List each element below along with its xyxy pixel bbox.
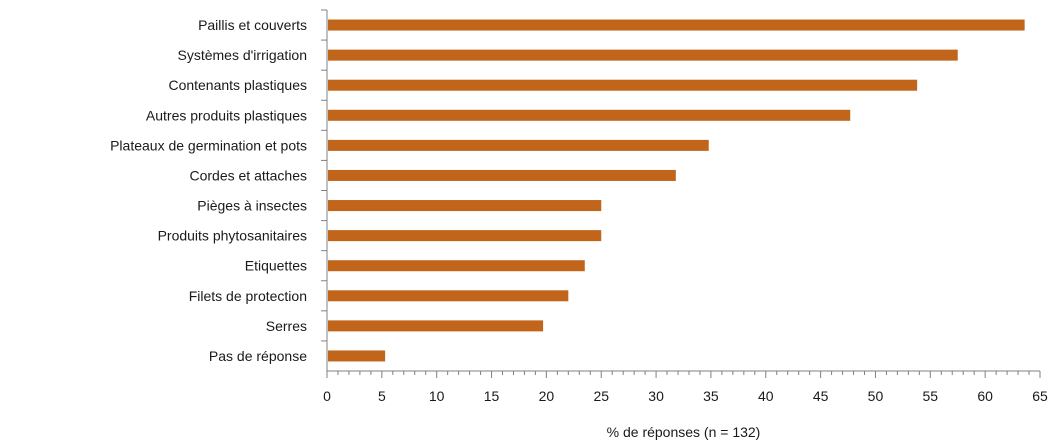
x-tick-label: 45	[813, 388, 829, 404]
bar	[328, 320, 544, 332]
bar	[328, 139, 709, 151]
category-label: Autres produits plastiques	[146, 107, 307, 123]
x-tick-label: 5	[378, 388, 386, 404]
x-axis-title: % de réponses (n = 132)	[607, 424, 761, 440]
bar	[328, 79, 918, 91]
category-label: Plateaux de germination et pots	[110, 137, 307, 153]
x-tick-label: 60	[977, 388, 993, 404]
category-label: Cordes et attaches	[189, 167, 307, 183]
x-tick-label: 50	[868, 388, 884, 404]
x-tick-label: 0	[323, 388, 331, 404]
bar	[328, 290, 569, 302]
bar	[328, 19, 1025, 31]
x-tick-label: 15	[484, 388, 500, 404]
category-label: Paillis et couverts	[198, 17, 307, 33]
bar	[328, 200, 602, 212]
bars-group	[328, 19, 1025, 362]
x-tick-label: 10	[429, 388, 445, 404]
x-tick-label: 35	[703, 388, 719, 404]
x-tick-label: 30	[648, 388, 664, 404]
category-label: Pas de réponse	[209, 348, 307, 364]
bar	[328, 49, 958, 61]
x-tick-label: 20	[539, 388, 555, 404]
category-label: Filets de protection	[189, 288, 307, 304]
bar	[328, 109, 851, 121]
category-label: Pièges à insectes	[197, 198, 307, 214]
category-label: Serres	[266, 318, 307, 334]
x-tick-label: 65	[1032, 388, 1048, 404]
bar	[328, 260, 585, 272]
category-label: Etiquettes	[245, 258, 307, 274]
category-labels-group: Paillis et couverts Systèmes d'irrigation…	[110, 9, 327, 364]
category-label: Produits phytosanitaires	[158, 228, 307, 244]
category-label: Contenants plastiques	[168, 77, 307, 93]
x-tick-label: 25	[593, 388, 609, 404]
bar	[328, 350, 386, 362]
bar	[328, 169, 676, 181]
bar	[328, 230, 602, 242]
x-ticks-group: 0 5 10 15 20 25 30 35 40 45 50 55 60 65	[323, 371, 1048, 404]
x-tick-label: 40	[758, 388, 774, 404]
category-label: Systèmes d'irrigation	[178, 47, 308, 63]
x-tick-label: 55	[923, 388, 939, 404]
